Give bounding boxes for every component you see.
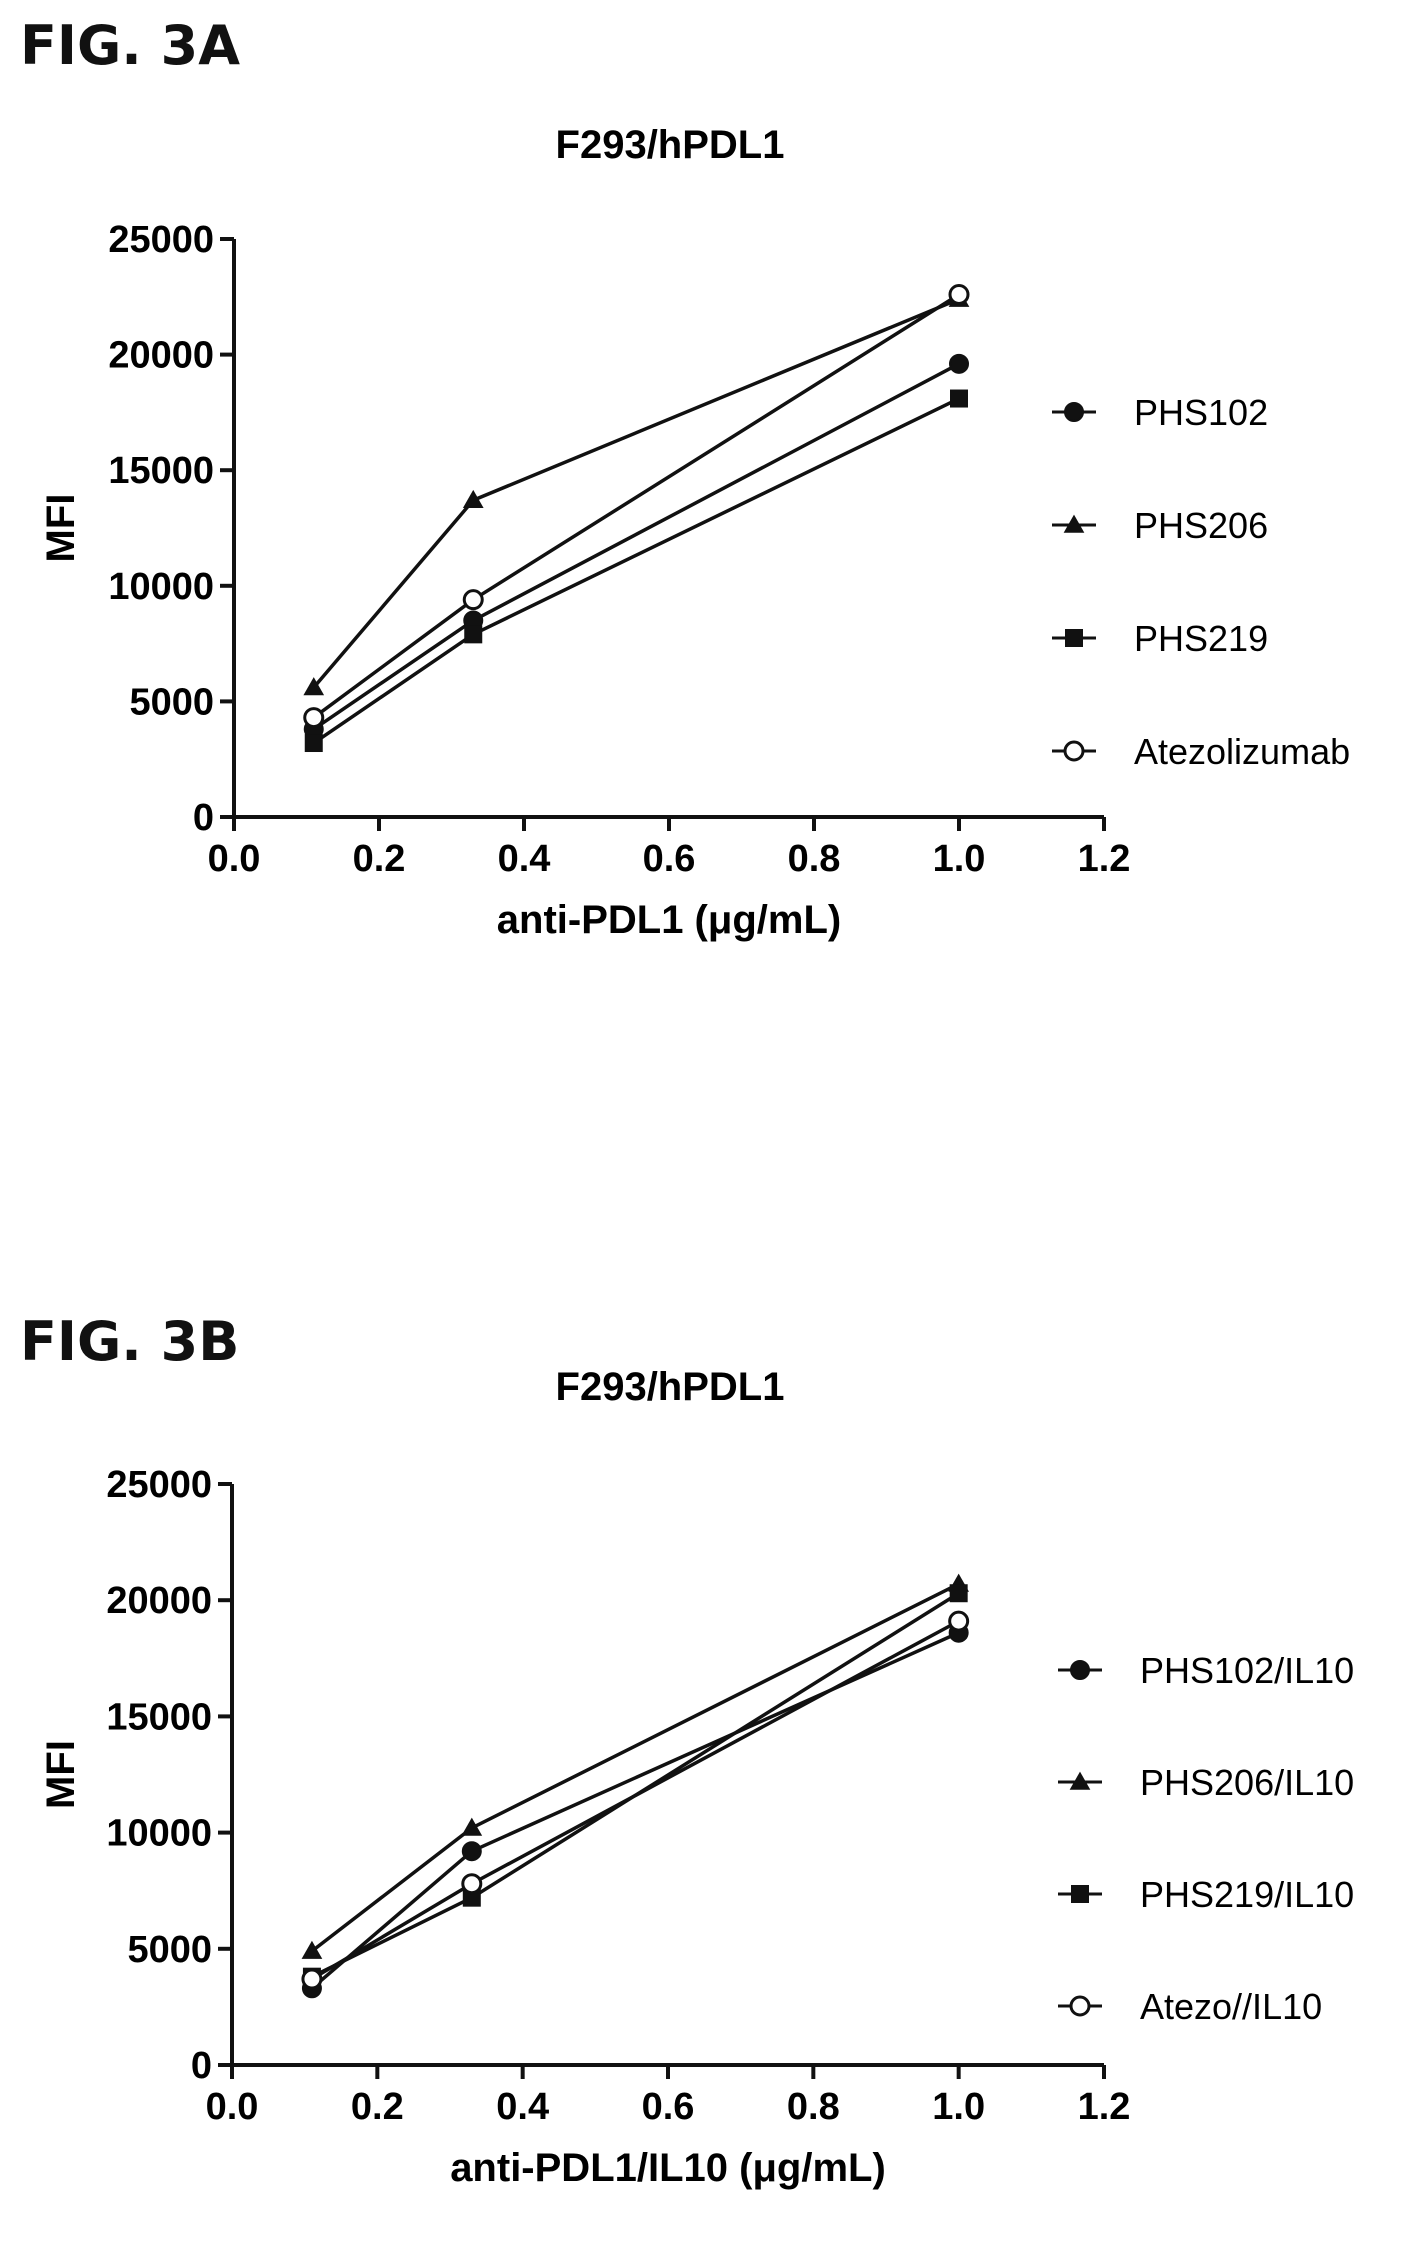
series-line-PHS102 [312, 362, 960, 731]
legend-label: PHS206 [1134, 505, 1268, 546]
x-tick-label: 0.2 [351, 2086, 404, 2128]
series-line-Atezolizumab [312, 293, 960, 719]
series-line-PHS219 [312, 396, 960, 745]
legend-marker [1065, 629, 1083, 647]
legend-label: PHS102/IL10 [1140, 1650, 1354, 1691]
figure-panel-3a: FIG. 3A F293/hPDL1 0 5000 10000 15000 20000 25… [20, 14, 1350, 942]
legend-label: Atezolizumab [1134, 731, 1350, 772]
data-point-PHS219/IL10 [949, 1584, 968, 1603]
y-tick-label: 0 [191, 2045, 212, 2087]
legend-marker [1064, 402, 1084, 422]
x-tick-label: 0.8 [788, 838, 841, 880]
x-tick-label: 0.4 [498, 838, 551, 880]
data-point-PHS206/IL10 [301, 1940, 323, 1959]
legend-label: PHS219 [1134, 618, 1268, 659]
data-point-Atezo//IL10 [948, 1610, 970, 1632]
legend-label: PHS219/IL10 [1140, 1874, 1354, 1915]
legend-label: Atezo//IL10 [1140, 1986, 1322, 2027]
data-point-PHS219 [950, 389, 968, 408]
figure-label: FIG. 3A [20, 14, 240, 77]
figure-panel-3b: FIG. 3B F293/hPDL1 0 5000 10000 15000 20000 25… [0, 1290, 1426, 2268]
x-tick-label: 0.2 [353, 838, 406, 880]
chart-title: F293/hPDL1 [556, 1365, 785, 1409]
data-point-Atezolizumab [462, 589, 484, 611]
data-point-Atezolizumab [948, 283, 970, 305]
legend-marker [1069, 1995, 1091, 2017]
x-tick-label: 1.0 [933, 838, 986, 880]
x-tick-label: 0.6 [642, 2086, 695, 2128]
x-axis-title: anti-PDL1 (μg/mL) [497, 898, 841, 942]
figure-label: FIG. 3B [20, 1310, 240, 1373]
data-point-PHS206 [462, 489, 484, 509]
legend-marker [1069, 1771, 1091, 1790]
data-point-PHS206 [303, 677, 325, 696]
series-line-PHS206/IL10 [310, 1582, 960, 1953]
x-tick-label: 1.2 [1078, 2086, 1131, 2128]
y-tick-label: 0 [193, 797, 214, 839]
chart-title: F293/hPDL1 [556, 123, 785, 167]
series-line-Atezo//IL10 [311, 1619, 960, 1981]
y-tick-label: 25000 [108, 219, 214, 261]
x-tick-label: 0.8 [787, 2086, 840, 2128]
data-point-PHS102/IL10 [461, 1841, 482, 1862]
legend-label: PHS206/IL10 [1140, 1762, 1354, 1803]
x-tick-label: 1.0 [932, 2086, 985, 2128]
y-tick-label: 10000 [106, 1813, 212, 1855]
y-tick-label: 20000 [108, 335, 214, 377]
series-line-PHS102/IL10 [310, 1631, 960, 1990]
legend-marker [1070, 1660, 1090, 1680]
x-tick-label: 0.0 [208, 838, 261, 880]
y-tick-label: 15000 [108, 450, 214, 492]
y-tick-label: 25000 [106, 1464, 212, 1506]
y-tick-label: 20000 [106, 1580, 212, 1622]
data-point-Atezo//IL10 [301, 1968, 323, 1990]
legend-label: PHS102 [1134, 392, 1268, 433]
series-line-PHS206 [312, 297, 960, 689]
y-tick-label: 15000 [106, 1696, 212, 1738]
y-axis-title: MFI [39, 494, 83, 563]
y-tick-label: 5000 [129, 681, 214, 723]
chart-3a: F293/hPDL1 0 5000 10000 15000 20000 25000 0.0 0.… [39, 123, 1350, 942]
x-axis-title: anti-PDL1/IL10 (μg/mL) [450, 2146, 886, 2190]
data-point-Atezo//IL10 [461, 1873, 483, 1895]
y-tick-label: 10000 [108, 566, 214, 608]
legend-marker [1063, 514, 1085, 533]
data-point-PHS102 [949, 353, 969, 374]
chart-3b: F293/hPDL1 0 5000 10000 15000 20000 25000 0.0 0.… [39, 1365, 1354, 2190]
x-tick-label: 0.6 [643, 838, 696, 880]
y-axis-title: MFI [39, 1740, 83, 1809]
x-tick-label: 0.4 [496, 2086, 549, 2128]
data-point-Atezolizumab [303, 707, 325, 729]
x-tick-label: 1.2 [1078, 838, 1131, 880]
legend-marker [1063, 740, 1085, 762]
y-tick-label: 5000 [127, 1929, 212, 1971]
x-tick-label: 0.0 [206, 2086, 259, 2128]
data-point-PHS206/IL10 [461, 1817, 483, 1836]
data-point-PHS219 [304, 734, 323, 753]
data-point-PHS219 [464, 625, 483, 644]
legend-marker [1071, 1885, 1089, 1903]
